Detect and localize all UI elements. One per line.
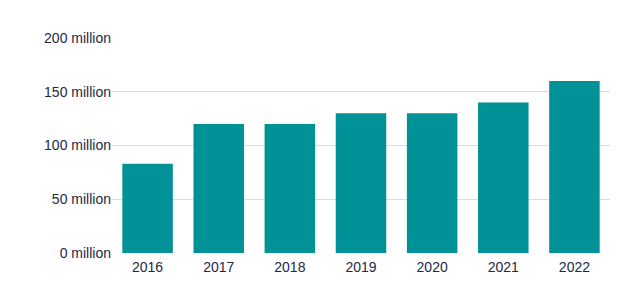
svg-text:2018: 2018 (274, 259, 305, 275)
svg-text:2021: 2021 (488, 259, 519, 275)
svg-text:100 million: 100 million (44, 137, 111, 153)
svg-text:0 million: 0 million (60, 245, 111, 261)
svg-text:2022: 2022 (559, 259, 590, 275)
svg-text:150 million: 150 million (44, 84, 111, 100)
svg-text:2017: 2017 (203, 259, 234, 275)
svg-text:2019: 2019 (345, 259, 376, 275)
svg-text:200 million: 200 million (44, 30, 111, 46)
svg-text:2020: 2020 (417, 259, 448, 275)
svg-text:50 million: 50 million (52, 191, 111, 207)
svg-text:2016: 2016 (132, 259, 163, 275)
